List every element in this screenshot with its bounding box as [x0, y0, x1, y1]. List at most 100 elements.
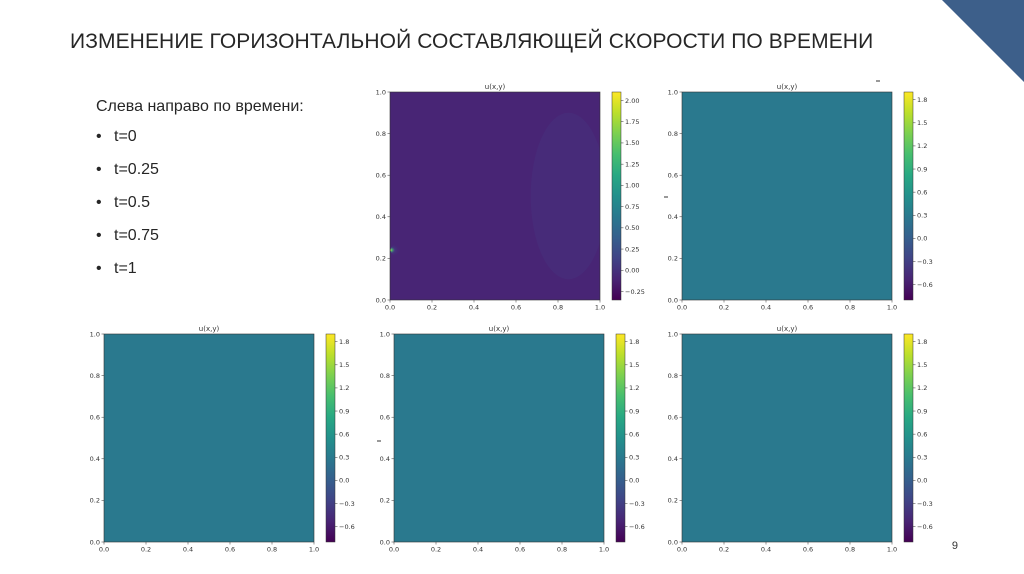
- heatmap-field: [390, 92, 600, 300]
- colorbar-tick-label: 0.6: [629, 430, 639, 438]
- x-tick-label: 0.6: [225, 546, 235, 554]
- heatmap-field: [104, 334, 314, 542]
- colorbar-tick-label: 1.25: [625, 160, 639, 168]
- time-item-t075: t=0.75: [96, 227, 304, 260]
- colorbar-tick-label: 1.8: [629, 338, 639, 346]
- x-tick-label: 0.0: [677, 546, 687, 554]
- colorbar-tick-label: 0.3: [917, 454, 927, 462]
- heatmap-t0: u(x,y) 0.0 0.2 0.4 0.6 0.8 1.0 0.0 0.2 0.4 0.6 0.8 1…: [362, 80, 652, 316]
- colorbar: [903, 333, 914, 543]
- x-tick-label: 0.6: [511, 304, 521, 312]
- x-tick-label: 0.8: [845, 546, 855, 554]
- colorbar-tick-label: 0.00: [625, 267, 639, 275]
- colorbar-tick-label: 0.3: [629, 454, 639, 462]
- plot-frame: [393, 333, 605, 543]
- scan-mark: [664, 196, 668, 198]
- y-tick-label: 1.0: [668, 330, 678, 338]
- x-tick-label: 0.8: [845, 304, 855, 312]
- scan-mark: [876, 80, 880, 82]
- heatmap-t1: u(x,y) 0.0 0.2 0.4 0.6 0.8 1.0 0.0 0.2 0.4 0.6 0.8 1…: [654, 322, 944, 558]
- y-tick-label: 0.8: [376, 130, 386, 138]
- x-tick-label: 0.0: [389, 546, 399, 554]
- y-tick-label: 0.2: [380, 497, 390, 505]
- field-shade: [530, 112, 600, 280]
- colorbar-tick-label: 1.5: [629, 361, 639, 369]
- colorbar-tick-label: 0.9: [339, 407, 349, 415]
- y-tick-label: 0.0: [90, 538, 100, 546]
- colorbar: [325, 333, 336, 543]
- colorbar-tick-label: 1.50: [625, 139, 639, 147]
- colorbar-tick-label: 0.75: [625, 203, 639, 211]
- x-tick-label: 0.0: [385, 304, 395, 312]
- colorbar-tick-label: 2.00: [625, 97, 639, 105]
- colorbar-tick-label: 1.2: [339, 384, 349, 392]
- plot-title: u(x,y): [777, 325, 798, 333]
- y-tick-label: 0.0: [668, 296, 678, 304]
- colorbar-tick-label: −0.6: [339, 523, 355, 531]
- colorbar-tick-label: −0.3: [339, 500, 355, 508]
- colorbar-tick-label: 1.5: [339, 361, 349, 369]
- time-item-t025: t=0.25: [96, 161, 304, 194]
- jet-hotspot: [682, 342, 787, 426]
- colorbar-tick-label: 0.9: [917, 165, 927, 173]
- x-tick-label: 0.4: [761, 546, 771, 554]
- y-tick-label: 0.6: [668, 172, 678, 180]
- x-tick-label: 0.8: [553, 304, 563, 312]
- y-tick-label: 0.4: [376, 213, 386, 221]
- slide-title: ИЗМЕНЕНИЕ ГОРИЗОНТАЛЬНОЙ СОСТАВЛЯЮЩЕЙ СК…: [70, 30, 874, 53]
- colorbar-tick-label: −0.3: [629, 500, 645, 508]
- plot-title: u(x,y): [485, 83, 506, 91]
- y-tick-label: 0.0: [376, 296, 386, 304]
- y-tick-label: 0.0: [668, 538, 678, 546]
- colorbar-tick-label: 1.5: [917, 361, 927, 369]
- y-tick-label: 0.6: [90, 414, 100, 422]
- x-tick-label: 0.6: [515, 546, 525, 554]
- heatmap-t075: u(x,y) 0.0 0.2 0.4 0.6 0.8 1.0 0.0 0.2 0.4 0.6 0.8 1…: [366, 322, 656, 558]
- jet-hotspot: [394, 369, 499, 453]
- x-tick-label: 0.4: [761, 304, 771, 312]
- x-tick-label: 0.0: [677, 304, 687, 312]
- jet-hotspot: [390, 243, 411, 258]
- x-tick-label: 1.0: [599, 546, 609, 554]
- colorbar-tick-label: 0.0: [917, 235, 927, 243]
- heatmap-t025: u(x,y) 0.0 0.2 0.4 0.6 0.8 1.0 0.0 0.2 0.4 0.6 0.8 1…: [654, 80, 944, 316]
- plot-frame: [103, 333, 315, 543]
- colorbar-tick-label: −0.6: [629, 523, 645, 531]
- time-list-lead: Слева направо по времени:: [96, 98, 304, 115]
- colorbar-tick-label: 1.5: [917, 119, 927, 127]
- colorbar-tick-label: 0.0: [339, 477, 349, 485]
- jet-hotspot: [682, 179, 787, 263]
- y-tick-label: 1.0: [90, 330, 100, 338]
- x-tick-label: 0.2: [719, 546, 729, 554]
- time-list: Слева направо по времени: t=0 t=0.25 t=0…: [96, 98, 304, 293]
- colorbar-tick-label: −0.6: [917, 523, 933, 531]
- y-tick-label: 0.4: [668, 455, 678, 463]
- page-number: 9: [951, 540, 958, 552]
- colorbar-tick-label: −0.3: [917, 258, 933, 266]
- x-tick-label: 0.8: [557, 546, 567, 554]
- heatmap-field: [682, 92, 892, 300]
- colorbar-tick-label: 0.6: [339, 430, 349, 438]
- scan-mark: [377, 440, 381, 442]
- y-tick-label: 0.6: [668, 414, 678, 422]
- y-tick-label: 0.2: [668, 255, 678, 263]
- x-tick-label: 0.4: [473, 546, 483, 554]
- x-tick-label: 1.0: [887, 304, 897, 312]
- plot-title: u(x,y): [199, 325, 220, 333]
- colorbar-tick-label: 1.2: [629, 384, 639, 392]
- y-tick-label: 0.2: [668, 497, 678, 505]
- plot-title: u(x,y): [777, 83, 798, 91]
- y-tick-label: 0.8: [668, 372, 678, 380]
- y-tick-label: 0.4: [668, 213, 678, 221]
- colorbar-tick-label: 0.25: [625, 245, 639, 253]
- time-list-items: t=0 t=0.25 t=0.5 t=0.75 t=1: [96, 128, 304, 293]
- y-tick-label: 1.0: [380, 330, 390, 338]
- x-tick-label: 0.4: [183, 546, 193, 554]
- y-tick-label: 0.8: [668, 130, 678, 138]
- colorbar: [903, 91, 914, 301]
- colorbar-tick-label: 0.3: [339, 454, 349, 462]
- y-tick-label: 0.4: [90, 455, 100, 463]
- colorbar-tick-label: 0.9: [629, 407, 639, 415]
- colorbar-tick-label: 0.6: [917, 188, 927, 196]
- y-tick-label: 0.2: [90, 497, 100, 505]
